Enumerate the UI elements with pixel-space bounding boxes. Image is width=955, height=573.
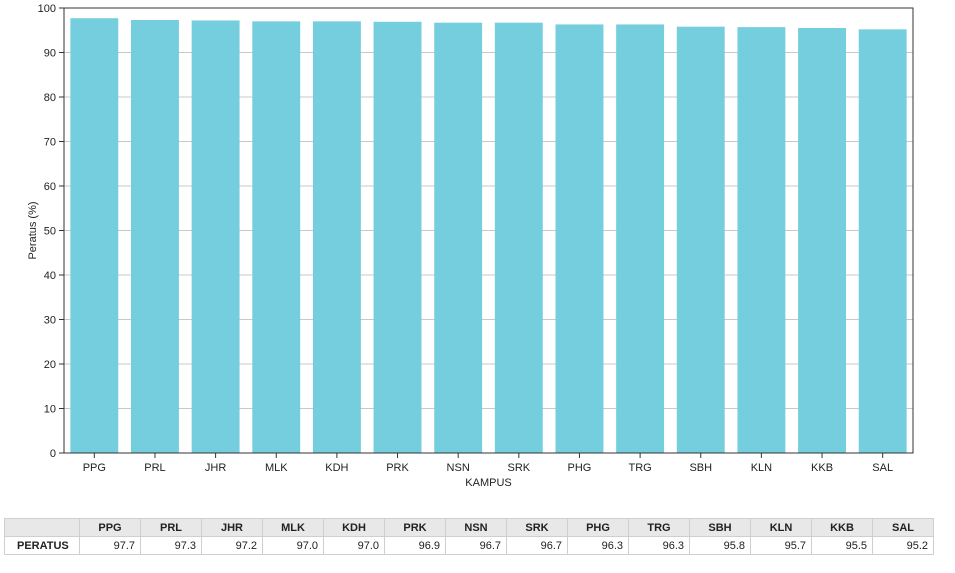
table-column-header: PPG bbox=[79, 518, 141, 537]
bar-mlk bbox=[252, 21, 301, 453]
table-column-header: SAL bbox=[872, 518, 934, 537]
x-tick-label: PRL bbox=[144, 462, 165, 474]
y-axis: 0 10 20 30 40 50 60 70 80 90 100 bbox=[38, 3, 64, 460]
table-header-row: PPG PRL JHR MLK KDH PRK NSN SRK PHG TRG SBH KLN KKB S… bbox=[4, 518, 934, 537]
y-tick-label: 40 bbox=[44, 270, 56, 282]
x-axis: PPG PRL JHR MLK KDH PRK NSN SRK PHG TRG SBH KLN KKB S… bbox=[83, 453, 893, 474]
table-cell: 95.5 bbox=[811, 536, 873, 555]
table-column-header: PHG bbox=[567, 518, 629, 537]
table-cell: 96.7 bbox=[445, 536, 507, 555]
bar-prl bbox=[131, 20, 179, 453]
gridlines bbox=[64, 7, 913, 454]
table-cell: 97.0 bbox=[323, 536, 385, 555]
x-axis-label: KAMPUS bbox=[465, 477, 511, 489]
table-column-header: SBH bbox=[689, 518, 751, 537]
table-column-header: KLN bbox=[750, 518, 812, 537]
table-cell: 95.7 bbox=[750, 536, 812, 555]
table-column-header: KDH bbox=[323, 518, 385, 537]
x-tick-label: NSN bbox=[447, 462, 470, 474]
table-column-header: SRK bbox=[506, 518, 568, 537]
table-cell: 97.2 bbox=[201, 536, 263, 555]
table-column-header: JHR bbox=[201, 518, 263, 537]
bar-kkb bbox=[798, 28, 846, 454]
x-tick-label: KLN bbox=[751, 462, 772, 474]
y-tick-label: 20 bbox=[44, 359, 56, 371]
table-cell: 96.3 bbox=[567, 536, 629, 555]
table-cell: 95.8 bbox=[689, 536, 751, 555]
bar-chart: 0 10 20 30 40 50 60 70 80 90 100 PPG PRL JHR MLK KDH PR… bbox=[27, 3, 914, 489]
table-cell: 96.7 bbox=[506, 536, 568, 555]
x-tick-label: JHR bbox=[205, 462, 226, 474]
table-cell: 96.3 bbox=[628, 536, 690, 555]
bar-kln bbox=[737, 27, 786, 453]
x-tick-label: MLK bbox=[265, 462, 288, 474]
data-table-container: PPG PRL JHR MLK KDH PRK NSN SRK PHG TRG SBH KLN KKB S… bbox=[4, 518, 934, 555]
table-column-header: MLK bbox=[262, 518, 324, 537]
y-tick-label: 10 bbox=[44, 404, 56, 416]
table-cell: 97.0 bbox=[262, 536, 324, 555]
y-tick-label: 50 bbox=[44, 226, 56, 238]
bars bbox=[70, 18, 907, 454]
x-tick-label: SRK bbox=[508, 462, 531, 474]
table-row: PERATUS 97.7 97.3 97.2 97.0 97.0 96.9 96.7 96.7… bbox=[4, 536, 934, 555]
y-tick-label: 0 bbox=[50, 448, 56, 460]
y-tick-label: 70 bbox=[44, 137, 56, 149]
bar-kdh bbox=[312, 21, 361, 453]
table-column-header: PRL bbox=[140, 518, 202, 537]
data-table: PPG PRL JHR MLK KDH PRK NSN SRK PHG TRG SBH KLN KKB S… bbox=[4, 518, 934, 555]
y-tick-label: 100 bbox=[38, 3, 56, 15]
x-tick-label: SAL bbox=[872, 462, 893, 474]
bar-sal bbox=[858, 29, 907, 454]
bar-ppg bbox=[70, 18, 119, 454]
bar-nsn bbox=[434, 22, 483, 454]
table-cell: 96.9 bbox=[384, 536, 446, 555]
x-tick-label: PHG bbox=[568, 462, 592, 474]
bar-srk bbox=[494, 22, 543, 454]
table-column-header: PRK bbox=[384, 518, 446, 537]
bar-prk bbox=[373, 21, 422, 453]
table-row-label: PERATUS bbox=[4, 536, 80, 555]
table-column-header: KKB bbox=[811, 518, 873, 537]
bar-jhr bbox=[191, 20, 240, 454]
table-cell: 97.3 bbox=[140, 536, 202, 555]
x-tick-label: SBH bbox=[689, 462, 712, 474]
y-axis-label: Peratus (%) bbox=[27, 201, 39, 259]
y-tick-label: 60 bbox=[44, 181, 56, 193]
bar-sbh bbox=[676, 26, 725, 453]
bar-phg bbox=[555, 24, 604, 454]
table-column-header: TRG bbox=[628, 518, 690, 537]
table-cell: 95.2 bbox=[872, 536, 934, 555]
x-tick-label: PRK bbox=[386, 462, 409, 474]
table-cell: 97.7 bbox=[79, 536, 141, 555]
table-column-header: NSN bbox=[445, 518, 507, 537]
x-tick-label: KKB bbox=[811, 462, 833, 474]
x-tick-label: TRG bbox=[628, 462, 651, 474]
table-corner-cell bbox=[4, 518, 80, 537]
x-tick-label: PPG bbox=[83, 462, 106, 474]
bar-trg bbox=[616, 24, 665, 454]
x-tick-label: KDH bbox=[325, 462, 348, 474]
y-tick-label: 80 bbox=[44, 92, 56, 104]
y-tick-label: 30 bbox=[44, 315, 56, 327]
y-tick-label: 90 bbox=[44, 48, 56, 60]
